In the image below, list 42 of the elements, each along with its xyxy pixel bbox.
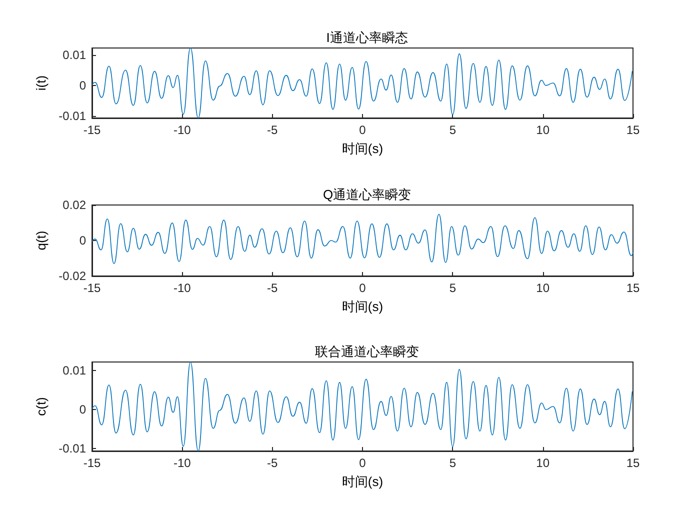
x-tick-label: -5 xyxy=(266,281,278,295)
y-tick-label: -0.01 xyxy=(58,109,86,124)
y-axis-title: i(t) xyxy=(34,75,49,91)
x-tick-label: 15 xyxy=(626,456,640,470)
x-tick-label: 10 xyxy=(536,123,550,137)
x-tick-label: -15 xyxy=(83,123,101,137)
x-tick-label: 10 xyxy=(536,281,550,295)
x-tick-label: 5 xyxy=(449,456,456,470)
x-tick-label: 0 xyxy=(359,281,366,295)
y-tick-label: 0 xyxy=(79,402,86,417)
x-axis-title: 时间(s) xyxy=(342,474,384,489)
x-tick-label: 15 xyxy=(626,123,640,137)
x-tick-label: 15 xyxy=(626,281,640,295)
y-axis-title: q(t) xyxy=(34,230,49,250)
chart-title: Q通道心率瞬变 xyxy=(322,187,412,202)
y-tick-label: 0.01 xyxy=(62,364,86,378)
x-tick-label: 0 xyxy=(359,456,366,470)
line-series xyxy=(92,214,634,264)
y-tick-label: -0.01 xyxy=(58,442,86,456)
y-tick-label: 0.01 xyxy=(62,48,86,62)
y-tick-label: 0 xyxy=(79,78,86,92)
line-series xyxy=(92,48,633,118)
x-tick-label: 0 xyxy=(359,123,366,137)
x-tick-label: -5 xyxy=(266,123,278,137)
y-axis-title: c(t) xyxy=(34,397,49,416)
x-tick-label: -5 xyxy=(266,456,278,470)
chart-title: I通道心率瞬态 xyxy=(326,30,408,45)
x-axis-title: 时间(s) xyxy=(342,141,384,156)
x-tick-label: -10 xyxy=(173,456,192,470)
chart-title: 联合通道心率瞬变 xyxy=(315,344,419,359)
y-tick-label: 0.02 xyxy=(62,198,86,212)
y-tick-label: 0 xyxy=(79,234,86,248)
x-tick-label: -10 xyxy=(173,123,192,137)
x-tick-label: -15 xyxy=(83,281,101,295)
x-tick-label: -15 xyxy=(83,456,101,470)
x-tick-label: -10 xyxy=(173,281,192,295)
x-tick-label: 10 xyxy=(536,456,550,470)
x-axis-title: 时间(s) xyxy=(342,299,384,314)
x-tick-label: 5 xyxy=(449,281,456,295)
y-tick-label: -0.02 xyxy=(58,269,86,283)
line-series xyxy=(92,362,633,452)
x-tick-label: 5 xyxy=(449,123,456,137)
